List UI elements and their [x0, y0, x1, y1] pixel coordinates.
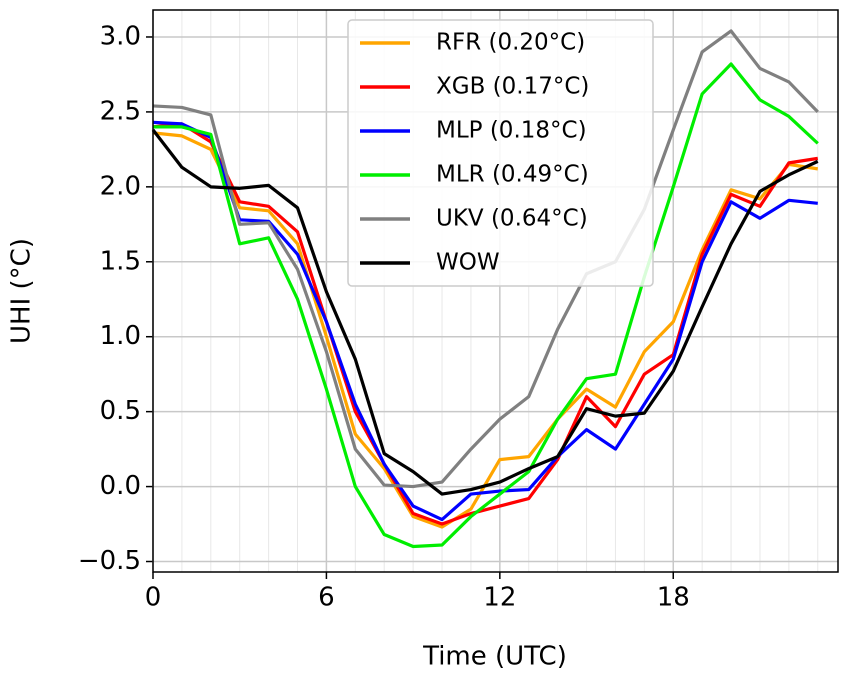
- x-tick-label: 18: [657, 583, 690, 613]
- data-line: [152, 29, 819, 489]
- plot-frame: [152, 9, 839, 573]
- data-line: [153, 62, 819, 549]
- legend-label: MLP (0.18°C): [436, 118, 587, 144]
- y-tick-label: 0.0: [100, 471, 141, 501]
- legend-label: XGB (0.17°C): [436, 74, 589, 100]
- y-tick-label: −0.5: [78, 546, 141, 576]
- x-tick-label: 12: [483, 583, 516, 613]
- legend-label: MLR (0.49°C): [436, 162, 589, 188]
- y-axis-label: UHI (°C): [7, 238, 37, 344]
- y-tick-label: 0.5: [100, 396, 141, 426]
- legend-label: UKV (0.64°C): [436, 206, 588, 232]
- y-tick-label: 1.5: [100, 246, 141, 276]
- y-tick-label: 2.0: [100, 171, 141, 201]
- y-tick-label: 2.5: [100, 96, 141, 126]
- data-line: [152, 120, 818, 522]
- legend-box: [347, 19, 654, 287]
- x-tick-label: 6: [318, 583, 335, 613]
- x-axis-label: Time (UTC): [422, 642, 567, 672]
- y-tick-label: 3.0: [100, 21, 141, 51]
- y-tick-label: 1.0: [100, 321, 141, 351]
- data-line: [151, 128, 819, 496]
- data-line: [152, 122, 819, 526]
- legend-label: RFR (0.20°C): [436, 30, 585, 56]
- x-tick-label: 0: [145, 583, 162, 613]
- legend-label: WOW: [436, 250, 500, 276]
